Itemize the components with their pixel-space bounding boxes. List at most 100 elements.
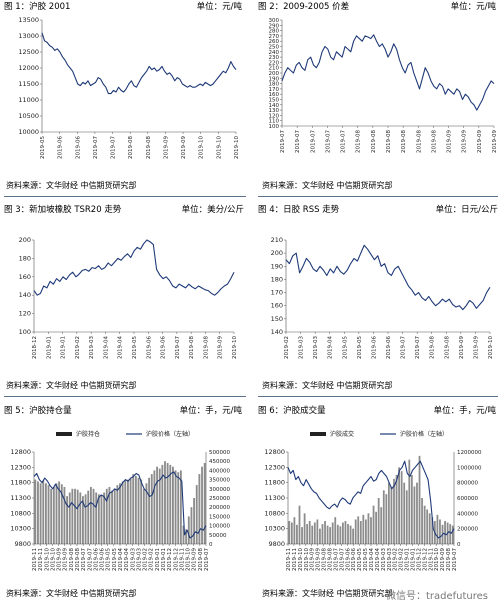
x-tick-label: 2019-08 xyxy=(356,130,362,153)
bar xyxy=(134,475,137,544)
bar xyxy=(436,514,439,544)
bar xyxy=(324,521,326,544)
bar xyxy=(336,524,339,544)
x-tick-label: 2019-01 xyxy=(61,336,67,359)
bar xyxy=(127,479,129,544)
bar xyxy=(142,488,145,544)
right-tick-label: 300000 xyxy=(209,487,230,493)
bar xyxy=(174,470,177,544)
bar xyxy=(413,486,416,544)
x-tick-label: 2019-04 xyxy=(369,548,375,571)
bar xyxy=(303,513,306,544)
chart-5: 沪胶持仓 沪胶价格（左轴） 0 50000 100000 150000 200000 2500… xyxy=(10,430,230,571)
y-tick-label: 140 xyxy=(269,103,280,109)
right-tick-label: 1200000 xyxy=(457,450,482,456)
right-tick-label: 250000 xyxy=(209,496,230,502)
x-tick-label: 2019-03 xyxy=(381,548,387,571)
bar xyxy=(380,507,383,544)
y-tick-label: 120 xyxy=(19,310,31,318)
x-tick-label: 2019-07 xyxy=(310,130,316,153)
bar xyxy=(182,525,185,544)
legend-bar-label: 沪胶持仓 xyxy=(76,430,100,438)
bar xyxy=(100,496,103,544)
separator-3 xyxy=(4,396,246,397)
x-tick-label: 2019-05 xyxy=(357,548,363,571)
panel-2-unit: 单位：元/吨 xyxy=(450,2,496,12)
bar xyxy=(148,477,151,544)
bar xyxy=(405,490,408,544)
bar xyxy=(195,485,198,544)
x-tick-label: 2019-08 xyxy=(446,548,452,571)
x-tick-label: 2019-03 xyxy=(130,548,136,571)
x-tick-label: 2019-08 xyxy=(128,136,134,159)
bar xyxy=(119,483,121,544)
y-tick-label: 260 xyxy=(269,39,280,45)
bar xyxy=(329,527,332,544)
bar xyxy=(395,475,398,544)
right-tick-label: 500000 xyxy=(209,450,230,456)
x-tick-label: 2019-08 xyxy=(386,130,392,153)
bar xyxy=(71,488,74,544)
bar xyxy=(166,463,169,544)
bar xyxy=(39,483,42,544)
y-tick-label: 240 xyxy=(269,50,280,56)
bar xyxy=(164,461,166,544)
y-tick-label: 11300 xyxy=(264,494,285,502)
x-tick-label: 2019-10 xyxy=(186,548,192,571)
x-tick-label: 2019-09 xyxy=(218,336,224,359)
bar xyxy=(158,468,161,544)
bar xyxy=(113,488,116,544)
x-tick-label: 2019-12 xyxy=(416,548,422,571)
y-tick-label: 180 xyxy=(271,275,283,283)
x-tick-label: 2019-09 xyxy=(447,130,453,153)
bar xyxy=(362,514,365,544)
x-tick-label: 2019-02 xyxy=(149,548,155,571)
x-tick-label: 2019-05 xyxy=(132,336,138,359)
bar xyxy=(359,521,362,544)
right-tick-label: 400000 xyxy=(457,511,478,517)
y-tick-label: 150 xyxy=(271,315,283,323)
y-tick-label: 170 xyxy=(269,87,280,93)
x-tick-label: 2019-03 xyxy=(299,336,305,359)
x-tick-label: 2019-09 xyxy=(310,548,316,571)
panel-2-title: 图 2：2009-2005 价差 xyxy=(258,2,350,12)
x-tick-label: 2019-02 xyxy=(284,336,290,359)
bar xyxy=(156,466,158,544)
x-tick-label: 2019-05 xyxy=(342,336,348,359)
bar xyxy=(124,480,127,544)
x-tick-label: 2019-10 xyxy=(44,548,50,571)
y-tick-label: 110 xyxy=(269,119,280,125)
right-tick-label: 50000 xyxy=(209,533,227,539)
bar xyxy=(311,525,314,544)
bar xyxy=(431,517,434,544)
y-tick-label: 12500 xyxy=(18,48,39,56)
x-tick-label: 2019-05 xyxy=(106,548,112,571)
bar xyxy=(372,505,375,544)
x-tick-label: 2019-09 xyxy=(440,548,446,571)
bar xyxy=(76,489,79,544)
y-tick-label: 12300 xyxy=(10,463,31,471)
y-tick-label: 140 xyxy=(271,328,283,336)
x-tick-label: 2019-02 xyxy=(75,336,81,359)
bar xyxy=(408,459,411,544)
y-tick-label: 290 xyxy=(269,23,280,29)
bar xyxy=(418,455,421,544)
right-tick-label: 350000 xyxy=(209,478,230,484)
bar xyxy=(410,475,413,544)
y-tick-label: 10000 xyxy=(18,128,39,136)
price-line xyxy=(33,239,235,296)
bar xyxy=(354,519,357,544)
price-line xyxy=(287,460,455,539)
x-tick-label: 2019-06 xyxy=(161,336,167,359)
bar xyxy=(321,524,324,544)
x-tick-label: 2019-04 xyxy=(103,336,109,359)
chart-3: 100 120 140 160 180 200 2018-12 2019-01 2019-01 2… xyxy=(19,236,238,359)
price-line xyxy=(33,471,207,539)
x-tick-label: 2019-09 xyxy=(459,336,465,359)
x-tick-label: 2019-09 xyxy=(477,130,483,153)
x-tick-label: 2019-09 xyxy=(462,130,468,153)
y-tick-label: 300 xyxy=(269,18,280,24)
bar xyxy=(365,519,367,544)
chart-1: 10000 10500 11000 11500 12000 12500 13000 13500… xyxy=(18,16,240,159)
bar xyxy=(60,484,63,544)
